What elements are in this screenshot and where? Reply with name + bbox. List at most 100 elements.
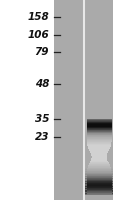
Bar [86,135,111,136]
Bar [85,191,112,192]
Bar [86,193,111,194]
Bar [85,187,112,188]
Bar [85,174,112,175]
Bar [85,168,112,169]
Bar [86,177,111,178]
Text: 106: 106 [27,30,49,40]
Bar [85,186,112,187]
Bar [87,146,110,147]
Bar [86,131,111,132]
Bar [86,125,111,126]
Bar [86,187,111,188]
Bar [86,188,111,189]
Bar [85,183,112,184]
Bar [85,172,112,173]
Bar [86,142,111,143]
Bar [85,185,112,186]
Bar [86,137,111,138]
Bar [86,123,111,124]
Bar [86,134,111,135]
Bar [86,179,111,180]
Bar [85,189,112,190]
Bar [85,173,112,174]
Bar [86,142,110,143]
Bar [85,178,112,179]
Bar [89,162,108,163]
Bar [86,182,111,183]
Bar [86,124,111,125]
Bar [86,123,111,124]
Bar [86,174,111,175]
Bar [87,166,109,167]
Bar [86,121,111,122]
Text: 35: 35 [34,114,49,124]
Bar [86,144,110,145]
Bar [86,181,111,182]
Bar [85,186,112,187]
Bar [86,193,111,194]
Bar [85,194,112,195]
Text: 48: 48 [34,79,49,89]
Bar [86,169,110,170]
Bar [87,147,109,148]
Bar [85,171,112,172]
Bar [85,188,112,189]
Bar [86,189,111,190]
Bar [88,148,109,149]
Bar [86,140,111,141]
Bar [53,0,113,200]
Bar [85,190,112,191]
Bar [85,174,112,175]
Bar [86,185,111,186]
Bar [86,135,111,136]
Bar [86,190,111,191]
Bar [86,133,111,134]
Bar [89,161,107,162]
Bar [89,163,108,164]
Bar [88,164,109,165]
Bar [86,191,111,192]
Bar [90,159,106,160]
Bar [85,180,112,181]
Bar [86,170,110,171]
Bar [86,119,111,120]
Bar [88,164,108,165]
Bar [88,165,109,166]
Bar [86,175,111,176]
Bar [86,140,111,141]
Bar [86,181,111,182]
Bar [86,141,111,142]
Bar [86,186,111,187]
Bar [86,183,111,184]
Bar [87,145,110,146]
Bar [86,191,111,192]
Bar [86,133,111,134]
Bar [86,128,111,129]
Bar [87,168,110,169]
Bar [86,128,111,129]
Bar [86,126,111,127]
Bar [90,152,107,153]
Bar [85,178,112,179]
Bar [89,152,107,153]
Bar [86,173,111,174]
Bar [87,145,110,146]
Bar [85,192,112,193]
Bar [85,169,112,170]
Bar [90,160,107,161]
Bar [90,153,107,154]
Bar [86,139,111,140]
Bar [85,190,112,191]
Bar [85,193,112,194]
Bar [86,176,111,177]
Bar [89,151,107,152]
Bar [91,157,106,158]
Bar [91,155,106,156]
Bar [85,177,112,178]
Bar [85,179,112,180]
Bar [85,171,112,172]
Bar [85,181,112,182]
Bar [87,147,109,148]
Bar [86,130,111,131]
Bar [85,175,112,176]
